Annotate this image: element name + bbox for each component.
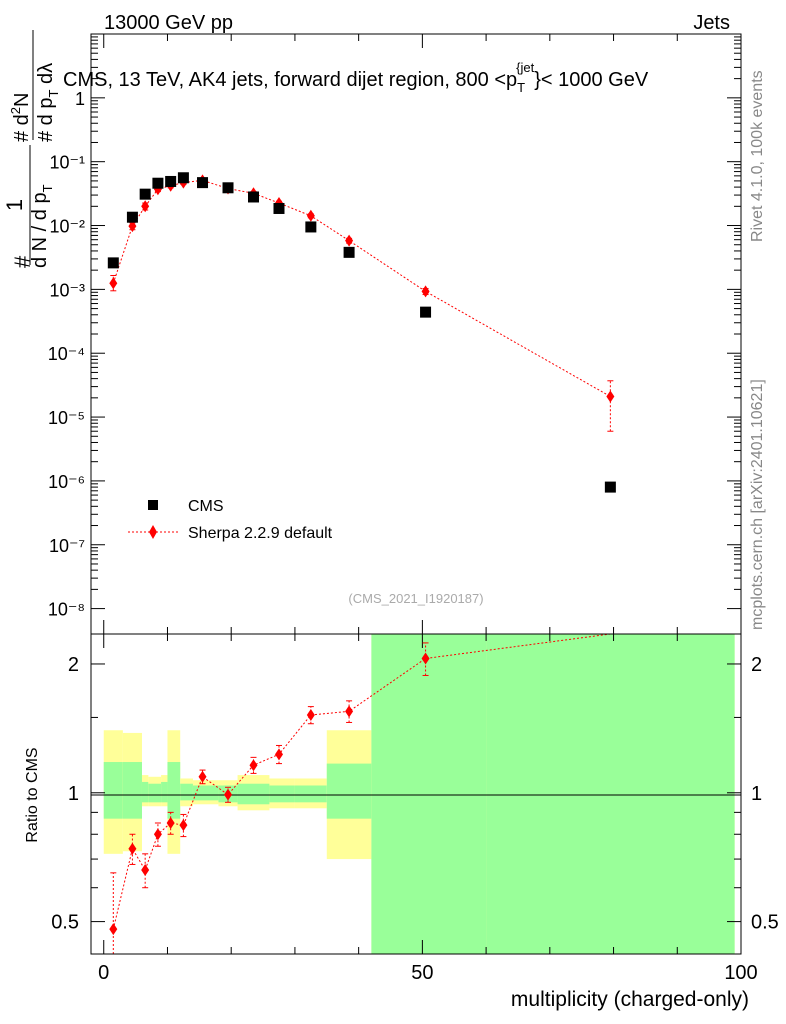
ratio-band-inner xyxy=(371,634,487,954)
sherpa-point xyxy=(141,200,150,213)
ratio-frame xyxy=(90,633,742,955)
main-series-group xyxy=(107,172,616,493)
cms-point xyxy=(165,175,177,187)
ratio-sherpa-point xyxy=(166,816,175,829)
ratio-band-inner xyxy=(237,783,270,805)
ratio-ytick-label: 2 xyxy=(68,654,79,676)
legend-marker-sherpa xyxy=(149,525,157,539)
xtick-label: 0 xyxy=(98,962,109,984)
main-ytick-label: 10⁻¹ xyxy=(49,153,85,173)
mcplots-label: mcplots.cern.ch [arXiv:2401.10621] xyxy=(749,379,766,630)
svg-text:#: # xyxy=(10,255,35,268)
ratio-band-inner xyxy=(148,783,162,803)
ratio-series-group xyxy=(109,633,611,954)
main-ytick-label: 10⁻⁶ xyxy=(48,472,85,492)
legend-label-sherpa: Sherpa 2.2.9 default xyxy=(188,525,333,542)
ratio-band-inner xyxy=(486,634,735,954)
ratio-band-inner xyxy=(161,781,168,803)
cms-point xyxy=(222,182,234,194)
sherpa-point xyxy=(606,390,615,403)
ratio-axis-ticks: 0.5 0.5 1 1 2 2 0 50 100 xyxy=(51,634,779,984)
cms-point xyxy=(152,177,164,189)
sherpa-point xyxy=(306,209,315,222)
ratio-ytick-label-right: 2 xyxy=(751,654,762,676)
ratio-panel: 0.5 0.5 1 1 2 2 0 50 100 Ratio to CMS multiplici… xyxy=(24,633,779,1011)
legend-marker-cms xyxy=(148,500,158,510)
main-ytick-label: 10⁻⁵ xyxy=(48,408,85,428)
ratio-sherpa-line xyxy=(112,633,611,930)
sherpa-point xyxy=(109,277,118,290)
ratio-ytick-label: 1 xyxy=(68,783,79,805)
ratio-ylabel: Ratio to CMS xyxy=(24,747,41,842)
cms-point xyxy=(197,177,209,189)
main-ylabel: # 1 d N / d pT # d2N # d pT dλ xyxy=(2,30,61,268)
xlabel: multiplicity (charged-only) xyxy=(511,988,749,1011)
ratio-sherpa-point xyxy=(109,923,118,936)
main-ytick-label: 10⁻⁷ xyxy=(49,536,85,556)
sherpa-point xyxy=(345,234,354,247)
svg-text:d N / d pT: d N / d pT xyxy=(29,184,55,268)
ratio-band-inner xyxy=(192,785,219,801)
ratio-sherpa-point xyxy=(249,759,258,772)
cms-point xyxy=(248,191,259,203)
ratio-sherpa-point xyxy=(179,819,188,832)
ratio-sherpa-point xyxy=(141,864,150,877)
ratio-sherpa-point xyxy=(274,748,283,761)
main-axis-ticks: 10⁻⁸ 10⁻⁷ 10⁻⁶ 10⁻⁵ 10⁻⁴ 10⁻³ 10⁻² 10⁻¹ 1 xyxy=(48,34,742,634)
header-right: Jets xyxy=(693,12,730,34)
ratio-sherpa-point xyxy=(198,770,207,783)
main-title: CMS, 13 TeV, AK4 jets, forward dijet reg… xyxy=(63,60,649,95)
ratio-band-inner xyxy=(167,762,181,819)
main-ytick-label: 10⁻³ xyxy=(49,280,85,300)
cms-point xyxy=(305,221,317,233)
ratio-sherpa-point xyxy=(128,842,137,855)
ratio-bands xyxy=(103,634,735,954)
ratio-band-inner xyxy=(141,781,149,803)
svg-text:1: 1 xyxy=(2,199,27,211)
svg-text:# d pT dλ: # d pT dλ xyxy=(35,63,61,142)
cms-point xyxy=(139,188,151,200)
ratio-ytick-label-right: 0.5 xyxy=(751,912,779,934)
ratio-band-inner xyxy=(326,763,372,819)
ratio-band-inner xyxy=(294,785,327,803)
watermark: (CMS_2021_I1920187) xyxy=(348,591,483,606)
ratio-sherpa-point xyxy=(224,788,233,801)
sherpa-line xyxy=(112,179,611,397)
legend-label-cms: CMS xyxy=(188,498,224,515)
ratio-band-inner xyxy=(103,762,123,819)
cms-point xyxy=(604,481,616,493)
main-ytick-label: 10⁻² xyxy=(49,217,85,237)
ratio-ytick-label: 0.5 xyxy=(51,912,79,934)
svg-text:# d2N: # d2N xyxy=(8,93,33,143)
ratio-ytick-label-right: 1 xyxy=(751,783,762,805)
header-left: 13000 GeV pp xyxy=(104,12,233,34)
ratio-sherpa-point xyxy=(306,708,315,721)
ratio-band-inner xyxy=(122,762,142,819)
cms-point xyxy=(420,306,432,318)
main-ytick-label: 10⁻⁸ xyxy=(48,600,85,620)
cms-point xyxy=(177,172,189,184)
legend: CMS Sherpa 2.2.9 default xyxy=(128,498,333,542)
main-frame xyxy=(90,33,742,635)
rivet-label: Rivet 4.1.0, 100k events xyxy=(749,70,766,242)
ratio-sherpa-point xyxy=(345,705,354,718)
cms-point xyxy=(126,211,138,223)
main-panel: 10⁻⁸ 10⁻⁷ 10⁻⁶ 10⁻⁵ 10⁻⁴ 10⁻³ 10⁻² 10⁻¹ 1 CMS, 1… xyxy=(2,30,742,635)
cms-point xyxy=(273,202,285,214)
cms-point xyxy=(107,257,119,269)
ratio-band-inner xyxy=(180,783,193,801)
ratio-sherpa-point xyxy=(153,828,162,841)
sherpa-point xyxy=(421,285,430,298)
xtick-label: 50 xyxy=(411,962,433,984)
xtick-label: 100 xyxy=(724,962,757,984)
ratio-sherpa-point xyxy=(421,652,430,665)
cms-point xyxy=(343,246,355,258)
main-ytick-label: 10⁻⁴ xyxy=(48,344,85,364)
main-ytick-label: 1 xyxy=(75,89,85,109)
sherpa-point xyxy=(128,220,137,233)
ratio-band-inner xyxy=(269,785,295,803)
